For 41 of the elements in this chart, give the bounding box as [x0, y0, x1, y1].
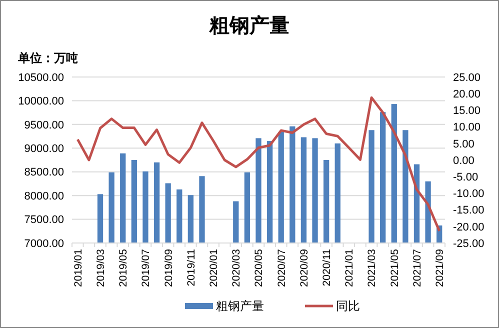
chart-title: 粗钢产量 [208, 14, 290, 37]
line-series [76, 96, 441, 232]
x-tick-label: 2021/09 [434, 248, 446, 287]
x-tick-label: 2019/01 [72, 248, 84, 287]
y2-tick-label: -10.00 [453, 188, 484, 200]
y2-tick-label: 15.00 [453, 105, 481, 118]
y2-tick-label: 10.00 [453, 122, 481, 134]
x-tick-label: 2020/07 [276, 248, 288, 287]
y2-tick-label: 25.00 [453, 72, 481, 84]
x-tick-label: 2021/03 [366, 248, 378, 287]
x-tick-label: 2019/07 [140, 248, 152, 287]
x-tick-label: 2021/05 [388, 248, 401, 287]
x-tick-label: 2020/05 [253, 248, 266, 287]
y2-tick-label: -5.00 [453, 171, 478, 184]
y2-tick-label: -25.00 [453, 238, 484, 250]
y2-tick-label: 20.00 [453, 88, 481, 100]
x-tick-label: 2019/03 [94, 248, 107, 287]
legend-label: 粗钢产量 [216, 299, 264, 314]
x-tick-label: 2020/03 [230, 248, 243, 287]
x-tick-label: 2019/09 [162, 248, 175, 287]
chart-subtitle: 单位：万吨 [17, 51, 78, 65]
x-tick-label: 2021/01 [344, 248, 356, 287]
x-tick-label: 2019/05 [118, 248, 130, 287]
x-tick-label: 2020/09 [298, 248, 310, 287]
y-tick-label: 10000.00 [18, 96, 64, 108]
y2-tick-label: 5.00 [453, 138, 474, 150]
y-tick-label: 8000.00 [24, 190, 64, 202]
legend-label: 同比 [336, 299, 360, 314]
y2-tick-label: -15.00 [453, 204, 484, 217]
y-tick-label: 7000.00 [24, 238, 64, 250]
y-tick-label: 10500.00 [18, 72, 64, 84]
x-tick-label: 2020/11 [320, 248, 333, 286]
y-tick-label: 7500.00 [24, 214, 64, 226]
x-tick-label: 2019/11 [185, 248, 198, 286]
y-tick-label: 8500.00 [24, 166, 64, 179]
y-tick-label: 9000.00 [24, 142, 64, 155]
x-tick-label: 2020/01 [208, 248, 220, 287]
y2-tick-label: 0.00 [453, 154, 474, 167]
y2-tick-label: -20.00 [453, 221, 484, 234]
x-tick-label: 2021/07 [411, 248, 424, 287]
y-tick-label: 9500.00 [24, 119, 64, 132]
